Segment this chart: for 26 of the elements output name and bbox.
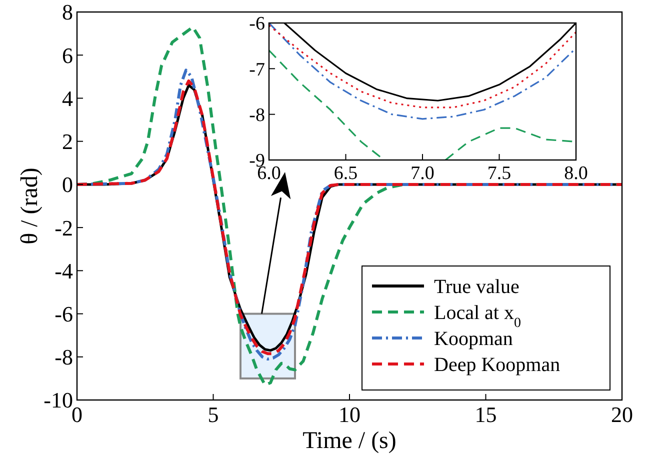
- y-tick-label: -7: [249, 59, 265, 80]
- y-tick-label: -2: [54, 215, 73, 240]
- x-tick-label: 15: [474, 402, 497, 427]
- legend-label: Koopman: [434, 328, 513, 350]
- x-tick-label: 6.5: [334, 163, 358, 184]
- y-tick-label: 8: [62, 0, 73, 25]
- x-tick-label: 8.0: [564, 163, 588, 184]
- x-tick-label: 7.5: [487, 163, 512, 184]
- x-tick-label: 5: [208, 402, 219, 427]
- y-tick-label: -6: [249, 14, 265, 35]
- y-tick-label: -10: [44, 388, 73, 413]
- y-tick-label: -8: [54, 344, 73, 370]
- y-tick-label: -8: [249, 104, 265, 126]
- legend-label: Deep Koopman: [434, 354, 560, 376]
- y-tick-label: 6: [62, 42, 73, 68]
- y-tick-label: 4: [62, 86, 73, 111]
- y-tick-label: 2: [62, 129, 73, 154]
- y-tick-label: -4: [54, 258, 73, 284]
- legend-label: Local at x$_{0}$: [434, 302, 521, 330]
- y-tick-label: -6: [54, 301, 73, 326]
- x-tick-label: 7.0: [410, 163, 434, 184]
- x-tick-label: 20: [611, 402, 633, 427]
- x-axis-title: Time / (s): [302, 428, 396, 454]
- x-tick-label: 10: [338, 402, 360, 427]
- y-axis-title: θ / (rad): [17, 168, 43, 244]
- legend-label: True value: [434, 276, 520, 298]
